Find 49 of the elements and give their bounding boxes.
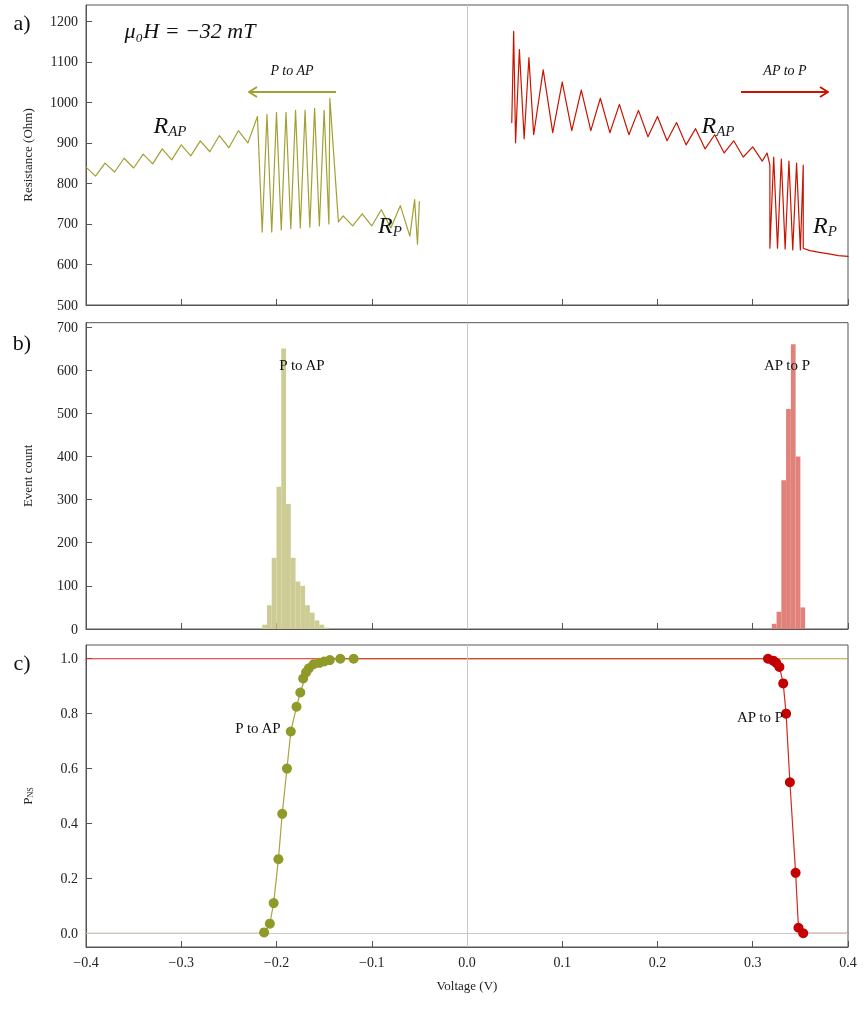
y-tick-label: 500 [57,405,78,421]
y-axis-title: Event count [20,444,35,508]
y-tick-label: 1100 [50,54,78,70]
y-axis-title: Resistance (Ohm) [20,108,35,202]
x-tick-label: −0.1 [359,954,385,970]
y-tick-label: 500 [57,297,78,313]
annotation: P to AP [269,62,314,78]
text: c) [13,649,31,675]
y-tick-label: 600 [57,256,78,272]
y-tick-label: 0.8 [60,706,78,722]
y-tick-label: 800 [57,175,78,191]
annotation: P to AP [235,720,281,736]
x-tick-label: 0.2 [648,954,667,970]
annotation: P to AP [279,357,325,373]
annotation: AP to P [763,357,811,373]
x-tick-label: 0.0 [458,954,476,970]
y-tick-label: 600 [57,362,78,378]
x-tick-label: −0.3 [168,954,194,970]
annotation: RAP [700,112,735,139]
y-tick-label: 900 [57,135,78,151]
y-tick-label: 0.2 [60,870,78,886]
text: a) [13,9,31,35]
annotation: RAP [152,112,187,139]
text: b) [12,329,32,355]
annotation: RP [812,212,837,239]
annotation: AP to P [736,709,784,725]
y-tick-label: 700 [57,216,78,232]
y-tick-label: 200 [57,535,78,551]
y-tick-label: 700 [57,319,78,335]
y-tick-label: 1000 [50,94,78,110]
x-tick-label: −0.2 [263,954,290,970]
y-tick-label: 1200 [50,13,78,29]
annotation: RP [377,212,402,239]
y-tick-label: 100 [57,578,78,594]
x-tick-label: −0.4 [73,954,99,970]
y-tick-label: 0.0 [60,925,78,941]
y-tick-label: 0 [71,621,78,637]
x-tick-label: 0.3 [744,954,762,970]
y-axis-title: PNS [19,787,35,805]
x-tick-label: 0.1 [553,954,571,970]
annotation: μ₀H = −32 mT [123,17,258,43]
x-axis-title: Voltage (V) [436,978,498,993]
y-tick-label: 1.0 [60,651,78,667]
x-tick-label: 0.4 [839,954,857,970]
y-tick-label: 0.6 [60,761,78,777]
y-tick-label: 300 [57,492,78,508]
y-tick-label: 0.4 [60,815,78,831]
y-tick-label: 400 [57,448,78,464]
annotation: AP to P [762,62,808,78]
